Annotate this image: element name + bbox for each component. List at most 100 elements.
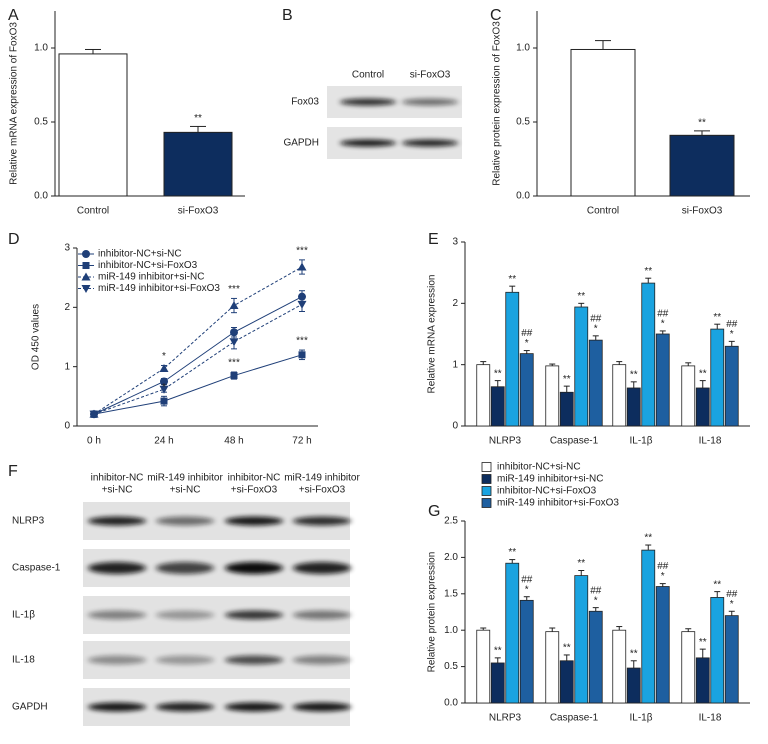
blot-band (293, 516, 351, 526)
blot-band (88, 610, 146, 620)
y-tick-label: 0.0 (444, 698, 458, 709)
bar (641, 282, 656, 427)
point (81, 285, 91, 293)
panel-label: G (428, 503, 440, 520)
point (229, 338, 239, 347)
bar (626, 667, 641, 704)
x-tick-label: Control (587, 206, 619, 217)
legend-label: inhibitor-NC+si-FoxO3 (497, 486, 597, 497)
significance: *** (296, 246, 308, 257)
bar (559, 660, 574, 704)
significance: ## (521, 328, 533, 339)
blot-band (225, 516, 283, 526)
row-label: Caspase-1 (12, 563, 61, 574)
panel-label: B (282, 7, 293, 24)
y-tick-label: 2.0 (444, 552, 458, 563)
bar (574, 306, 589, 427)
blot-band (293, 655, 351, 665)
significance: ** (698, 118, 706, 129)
row-label: GAPDH (12, 702, 48, 713)
legend-swatch (481, 462, 492, 472)
column-label: +si-FoxO3 (299, 485, 346, 496)
blot-band (225, 610, 283, 620)
significance: ** (194, 113, 202, 124)
y-tick-label: 1.0 (34, 43, 48, 54)
point (82, 250, 90, 258)
significance: ** (644, 533, 652, 544)
y-tick-label: 1 (64, 361, 70, 372)
y-tick-label: 0.0 (516, 191, 530, 202)
bar (655, 586, 670, 704)
significance: * (730, 599, 734, 610)
bar (545, 365, 560, 427)
panel-label: D (8, 231, 20, 248)
legend-swatch (481, 498, 492, 508)
bar (612, 364, 627, 427)
blot-band (293, 610, 351, 620)
significance: ** (577, 558, 585, 569)
bar (724, 615, 739, 704)
bar (545, 631, 560, 704)
y-tick-label: 0 (452, 421, 458, 432)
x-tick-label: NLRP3 (489, 713, 522, 724)
point (298, 292, 306, 301)
y-axis-label: Relative protein expression (427, 552, 438, 673)
x-tick-label: si-FoxO3 (178, 206, 219, 217)
row-label: IL-1β (12, 610, 35, 621)
significance: * (661, 571, 665, 582)
significance: ** (508, 547, 516, 558)
bar (574, 575, 589, 704)
row-label: GAPDH (283, 138, 319, 149)
blot-band (402, 98, 458, 106)
point (298, 351, 306, 359)
y-axis-label: Relative mRNA expression of FoxO3 (9, 22, 20, 185)
x-tick-label: Caspase-1 (550, 713, 599, 724)
y-tick-label: 0.5 (444, 661, 458, 672)
y-tick-label: 1 (452, 359, 458, 370)
column-label: +si-FoxO3 (231, 485, 278, 496)
significance: * (594, 595, 598, 606)
blot-band (293, 562, 351, 574)
point (159, 363, 169, 372)
x-tick-label: IL-1β (630, 436, 653, 447)
significance: *** (296, 336, 308, 347)
x-tick-label: 24 h (154, 436, 173, 447)
column-label: Control (352, 70, 384, 81)
significance: ## (657, 561, 669, 572)
bar (570, 48, 636, 197)
significance: ** (494, 646, 502, 657)
x-tick-label: Caspase-1 (550, 436, 599, 447)
panel-label: C (490, 7, 502, 24)
y-tick-label: 2 (64, 302, 70, 313)
point (159, 385, 169, 394)
bar (695, 387, 710, 427)
significance: * (525, 584, 529, 595)
y-axis-label: Relative mRNA expression (427, 275, 438, 394)
point (297, 262, 307, 271)
legend-label: miR-149 inhibitor+si-FoxO3 (497, 498, 619, 509)
blot-band (156, 562, 214, 574)
legend-label: miR-149 inhibitor+si-FoxO3 (98, 283, 220, 294)
point (81, 272, 91, 281)
line (93, 266, 303, 415)
bar (519, 599, 534, 704)
bar (612, 629, 627, 704)
point (297, 300, 307, 309)
significance: ## (726, 589, 738, 600)
x-tick-label: IL-18 (699, 436, 722, 447)
column-label: +si-NC (102, 485, 133, 496)
blot-band (340, 139, 396, 147)
significance: ** (699, 368, 707, 379)
blot-band (156, 655, 214, 665)
y-tick-label: 1.0 (516, 43, 530, 54)
x-tick-label: IL-18 (699, 713, 722, 724)
significance: ## (726, 319, 738, 330)
bar (710, 597, 725, 704)
blot-band (402, 139, 458, 147)
bar (163, 131, 233, 197)
significance: ## (657, 309, 669, 320)
bar (58, 53, 128, 197)
y-tick-label: 3 (452, 237, 458, 248)
significance: ** (630, 369, 638, 380)
y-tick-label: 0.5 (516, 117, 530, 128)
